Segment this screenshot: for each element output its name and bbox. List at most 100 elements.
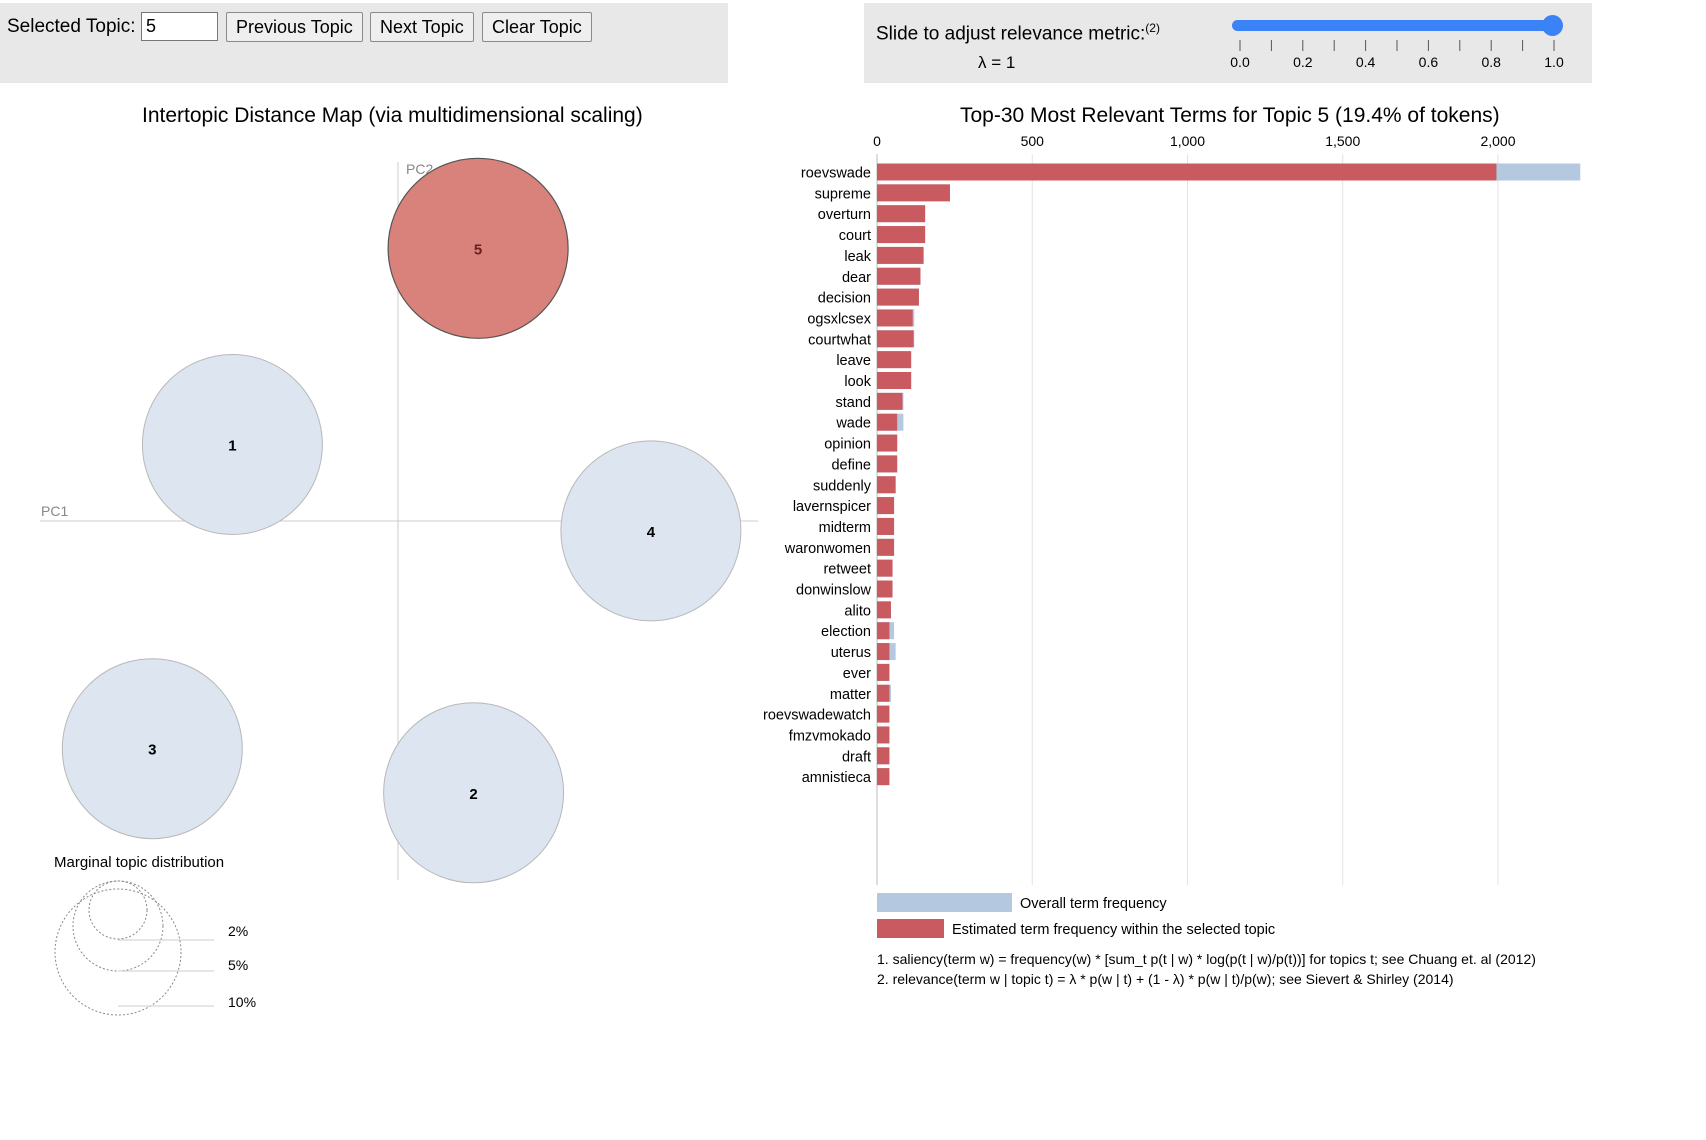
relevance-slider-track[interactable] [1232,20,1551,31]
term-label-election[interactable]: election [821,624,871,640]
slider-footnote-ref: (2) [1145,21,1160,35]
footnote-saliency: 1. saliency(term w) = frequency(w) * [su… [877,951,1536,967]
marginal-circle-10 [54,888,182,1016]
previous-topic-button[interactable]: Previous Topic [226,12,363,42]
topic-bar-ogsxlcsex[interactable] [877,309,913,327]
topic-bar-amnistieca[interactable] [877,768,890,786]
slider-label: Slide to adjust relevance metric:(2) [876,21,1160,45]
term-label-matter[interactable]: matter [830,687,871,703]
slider-tick-label: 0.8 [1481,54,1501,70]
legend-label-topic: Estimated term frequency within the sele… [952,922,1275,938]
term-label-courtwhat[interactable]: courtwhat [808,332,871,348]
legend-label-overall: Overall term frequency [1020,896,1167,912]
topic-bar-fmzvmokado[interactable] [877,726,890,744]
topic-bar-election[interactable] [877,622,890,640]
topic-label-4: 4 [647,524,656,541]
slider-tick-label: 0.6 [1419,54,1439,70]
topic-bar-decision[interactable] [877,288,919,306]
pc2-label: PC2 [406,161,433,177]
relevance-slider-handle[interactable] [1542,15,1563,36]
topic-bar-suddenly[interactable] [877,476,896,494]
term-label-uterus[interactable]: uterus [831,645,871,661]
term-label-waronwomen[interactable]: waronwomen [784,541,871,557]
topic-circle-4[interactable] [560,440,742,622]
topic-bar-overturn[interactable] [877,205,926,223]
marginal-label-5: 5% [228,957,248,973]
term-label-draft[interactable]: draft [842,749,871,765]
topic-bar-leak[interactable] [877,246,924,264]
next-topic-button[interactable]: Next Topic [370,12,474,42]
term-label-overturn[interactable]: overturn [818,207,871,223]
term-label-retweet[interactable]: retweet [823,562,871,578]
topic-bar-midterm[interactable] [877,517,895,535]
term-label-donwinslow[interactable]: donwinslow [796,583,871,599]
term-label-wade[interactable]: wade [835,416,871,432]
topic-bar-donwinslow[interactable] [877,580,893,598]
term-label-opinion[interactable]: opinion [824,437,871,453]
intertopic-distance-map: PC2 PC1 1 2 3 4 5 Marginal topic distributio… [40,157,758,1016]
topic-bar-roevswade[interactable] [877,163,1497,181]
term-label-court[interactable]: court [839,228,871,244]
topic-bar-roevswadewatch[interactable] [877,705,890,723]
bar-tick-label: 500 [1021,133,1045,149]
term-label-supreme[interactable]: supreme [815,186,871,202]
topic-bar-supreme[interactable] [877,184,950,202]
term-label-define[interactable]: define [831,457,871,473]
term-label-amnistieca[interactable]: amnistieca [802,770,872,786]
term-label-alito[interactable]: alito [844,603,871,619]
topic-circle-3[interactable] [61,658,243,840]
topic-bar-uterus[interactable] [877,643,890,661]
topic-bar-dear[interactable] [877,267,921,285]
topic-control-panel: Selected Topic: Previous Topic Next Topi… [0,3,728,83]
term-label-ever[interactable]: ever [843,666,871,682]
topic-bar-look[interactable] [877,372,912,389]
term-label-decision[interactable]: decision [818,291,871,307]
clear-topic-button[interactable]: Clear Topic [482,12,592,42]
marginal-label-2: 2% [228,923,248,939]
term-label-roevswade[interactable]: roevswade [801,166,871,182]
topic-label-5: 5 [474,241,482,258]
topic-bar-court[interactable] [877,226,926,244]
term-label-dear[interactable]: dear [842,270,871,286]
marginal-distribution-title: Marginal topic distribution [54,854,224,871]
term-label-ogsxlcsex[interactable]: ogsxlcsex [807,311,871,327]
term-label-suddenly[interactable]: suddenly [813,478,872,494]
topic-bar-leave[interactable] [877,351,912,369]
term-label-leave[interactable]: leave [836,353,871,369]
topic-bar-ever[interactable] [877,663,890,681]
topic-bar-define[interactable] [877,455,898,473]
topic-bar-waronwomen[interactable] [877,538,895,556]
term-label-fmzvmokado[interactable]: fmzvmokado [789,728,871,744]
topic-bar-alito[interactable] [877,601,891,619]
topic-bar-opinion[interactable] [877,434,898,452]
topic-bar-draft[interactable] [877,747,890,765]
topic-label-1: 1 [228,438,236,455]
legend-swatch-overall [877,893,1012,912]
selected-topic-input[interactable] [141,12,218,41]
marginal-circle-2 [88,880,148,940]
term-label-midterm[interactable]: midterm [819,520,871,536]
slider-scale: 0.0 0.2 0.4 0.6 0.8 1.0 [1230,40,1564,70]
bar-tick-label: 1,000 [1170,133,1205,149]
topic-bar-retweet[interactable] [877,559,893,577]
pc1-label: PC1 [41,503,68,519]
topic-circle-1[interactable] [141,354,323,535]
topic-bar-courtwhat[interactable] [877,330,914,348]
marginal-circle-5 [72,880,164,972]
term-label-roevswadewatch[interactable]: roevswadewatch [763,708,871,724]
term-label-look[interactable]: look [844,374,871,390]
term-label-lavernspicer[interactable]: lavernspicer [793,499,871,515]
topic-bar-wade[interactable] [877,413,898,431]
term-label-leak[interactable]: leak [844,249,871,265]
topic-bar-stand[interactable] [877,392,903,410]
topic-bar-lavernspicer[interactable] [877,497,895,515]
marginal-label-10: 10% [228,994,256,1010]
term-label-stand[interactable]: stand [836,395,871,411]
topic-circle-2[interactable] [383,702,565,884]
relevance-slider-panel: Slide to adjust relevance metric:(2) λ =… [864,3,1592,83]
topic-bar-matter[interactable] [877,684,890,702]
slider-tick-label: 0.2 [1293,54,1313,70]
topic-circle-5[interactable] [387,157,569,339]
selected-topic-label: Selected Topic: [7,16,136,37]
slider-label-text: Slide to adjust relevance metric: [876,23,1146,45]
